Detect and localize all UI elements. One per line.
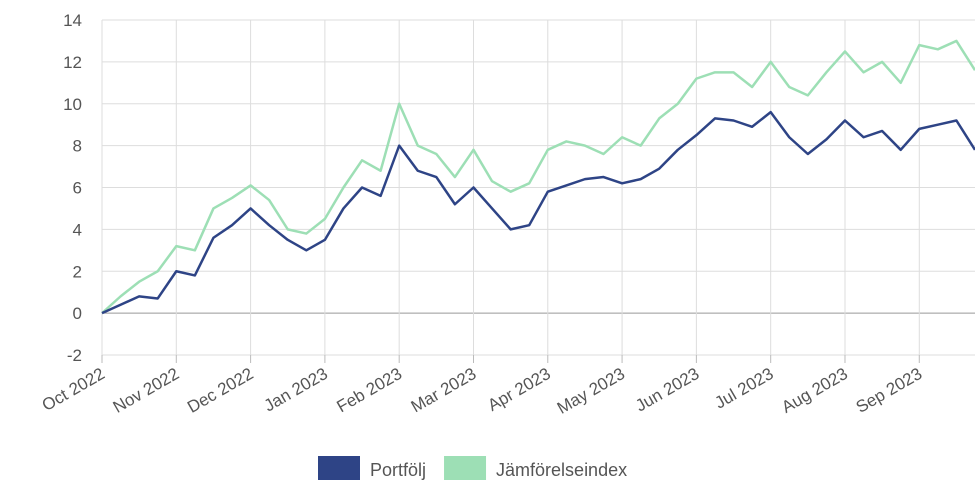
x-tick-label: Mar 2023 (408, 364, 480, 416)
series-line (101, 39, 975, 315)
x-tick-label: Nov 2022 (110, 364, 183, 417)
x-tick-label: Apr 2023 (485, 364, 554, 415)
legend-swatch (318, 456, 360, 480)
x-tick-label: Feb 2023 (333, 364, 405, 416)
x-tick-label: Oct 2022 (39, 364, 108, 415)
y-tick-label: 10 (63, 95, 82, 114)
x-tick-label: Jul 2023 (712, 364, 777, 413)
y-tick-label: 12 (63, 53, 82, 72)
y-tick-label: 4 (73, 220, 82, 239)
y-tick-label: 8 (73, 137, 82, 156)
legend-label: Portfölj (370, 460, 426, 480)
x-tick-label: Dec 2022 (184, 364, 257, 417)
series-line (101, 110, 975, 315)
legend-label: Jämförelseindex (496, 460, 627, 480)
x-tick-label: Sep 2023 (853, 364, 926, 417)
x-tick-label: Jun 2023 (632, 364, 702, 415)
x-tick-label: Aug 2023 (778, 364, 851, 417)
x-tick-label: May 2023 (554, 364, 628, 418)
x-tick-label: Jan 2023 (261, 364, 331, 415)
y-tick-label: -2 (67, 346, 82, 365)
legend-swatch (444, 456, 487, 480)
y-tick-label: 2 (73, 262, 82, 281)
y-tick-label: 14 (63, 11, 82, 30)
y-tick-label: 0 (73, 304, 82, 323)
y-tick-label: 6 (73, 179, 82, 198)
